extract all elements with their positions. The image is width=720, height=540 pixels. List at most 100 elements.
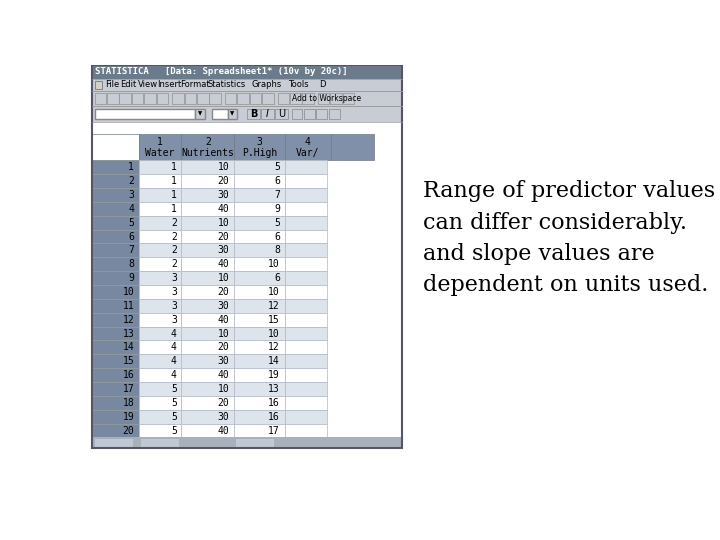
- Text: 30: 30: [217, 190, 230, 200]
- Bar: [284, 299, 327, 313]
- Text: Format: Format: [180, 80, 210, 89]
- Bar: [94, 109, 195, 119]
- Bar: [92, 174, 139, 188]
- Text: Add to Workspace: Add to Workspace: [292, 94, 361, 103]
- Bar: [234, 202, 284, 215]
- Bar: [94, 439, 132, 447]
- Text: 3: 3: [171, 301, 177, 311]
- Text: 6: 6: [274, 176, 280, 186]
- Bar: [234, 188, 284, 202]
- Bar: [181, 230, 234, 244]
- Bar: [139, 354, 181, 368]
- Text: 1: 1: [171, 176, 177, 186]
- Bar: [92, 437, 402, 448]
- Text: 6: 6: [128, 232, 134, 241]
- Text: P.High: P.High: [242, 148, 277, 158]
- Text: 2: 2: [171, 218, 177, 228]
- Bar: [225, 93, 236, 104]
- Text: Tools: Tools: [287, 80, 308, 89]
- Bar: [234, 215, 284, 230]
- Bar: [157, 93, 168, 104]
- Text: 3: 3: [171, 287, 177, 297]
- Bar: [181, 299, 234, 313]
- Text: 10: 10: [268, 259, 280, 269]
- Bar: [181, 134, 234, 160]
- Bar: [234, 354, 284, 368]
- Bar: [284, 257, 327, 271]
- Bar: [329, 109, 340, 119]
- Bar: [139, 174, 181, 188]
- Text: 14: 14: [122, 342, 134, 353]
- Text: 15: 15: [268, 315, 280, 325]
- Text: 3: 3: [128, 190, 134, 200]
- Bar: [304, 109, 315, 119]
- Text: 20: 20: [122, 426, 134, 436]
- Bar: [284, 174, 327, 188]
- Bar: [181, 257, 234, 271]
- Bar: [92, 423, 139, 437]
- Text: 10: 10: [268, 328, 280, 339]
- Text: 1: 1: [157, 137, 163, 147]
- Bar: [139, 215, 181, 230]
- Text: 13: 13: [268, 384, 280, 394]
- Text: 7: 7: [128, 245, 134, 255]
- Bar: [318, 93, 330, 104]
- Text: 11: 11: [122, 301, 134, 311]
- Bar: [284, 313, 327, 327]
- Bar: [139, 327, 181, 340]
- Text: 5: 5: [171, 426, 177, 436]
- Bar: [92, 271, 139, 285]
- Text: 4: 4: [171, 356, 177, 366]
- Bar: [92, 188, 139, 202]
- Text: 17: 17: [122, 384, 134, 394]
- Text: 4: 4: [171, 370, 177, 380]
- Text: 20: 20: [217, 398, 230, 408]
- Bar: [92, 215, 139, 230]
- Bar: [132, 93, 143, 104]
- Bar: [284, 244, 327, 257]
- Text: Graphs: Graphs: [251, 80, 282, 89]
- Text: 5: 5: [128, 218, 134, 228]
- Bar: [284, 215, 327, 230]
- Bar: [184, 93, 196, 104]
- Bar: [234, 160, 284, 174]
- Bar: [343, 93, 354, 104]
- Text: STATISTICA   [Data: Spreadsheet1* (10v by 20c)]: STATISTICA [Data: Spreadsheet1* (10v by …: [96, 68, 348, 76]
- Bar: [234, 410, 284, 423]
- Bar: [181, 202, 234, 215]
- Text: 15: 15: [122, 356, 134, 366]
- Bar: [92, 160, 139, 174]
- Bar: [284, 230, 327, 244]
- Text: 30: 30: [217, 411, 230, 422]
- Text: B: B: [250, 109, 257, 119]
- Text: 9: 9: [274, 204, 280, 214]
- Text: 2: 2: [171, 232, 177, 241]
- Bar: [139, 160, 181, 174]
- Bar: [284, 202, 327, 215]
- Text: 30: 30: [217, 245, 230, 255]
- Bar: [284, 354, 327, 368]
- Text: 3: 3: [171, 315, 177, 325]
- Bar: [144, 93, 156, 104]
- Bar: [181, 327, 234, 340]
- Bar: [284, 340, 327, 354]
- Text: 4: 4: [171, 328, 177, 339]
- Text: 1: 1: [171, 162, 177, 172]
- Bar: [92, 106, 402, 122]
- Text: 10: 10: [217, 273, 230, 283]
- Text: 4: 4: [171, 342, 177, 353]
- Bar: [234, 285, 284, 299]
- Text: 12: 12: [122, 315, 134, 325]
- Bar: [92, 65, 402, 79]
- Text: 5: 5: [171, 411, 177, 422]
- Text: 19: 19: [122, 411, 134, 422]
- Bar: [139, 423, 181, 437]
- Bar: [234, 299, 284, 313]
- Bar: [139, 340, 181, 354]
- Text: 10: 10: [217, 384, 230, 394]
- Bar: [284, 382, 327, 396]
- Text: 2: 2: [171, 259, 177, 269]
- Bar: [284, 410, 327, 423]
- Bar: [139, 285, 181, 299]
- Text: 16: 16: [268, 411, 280, 422]
